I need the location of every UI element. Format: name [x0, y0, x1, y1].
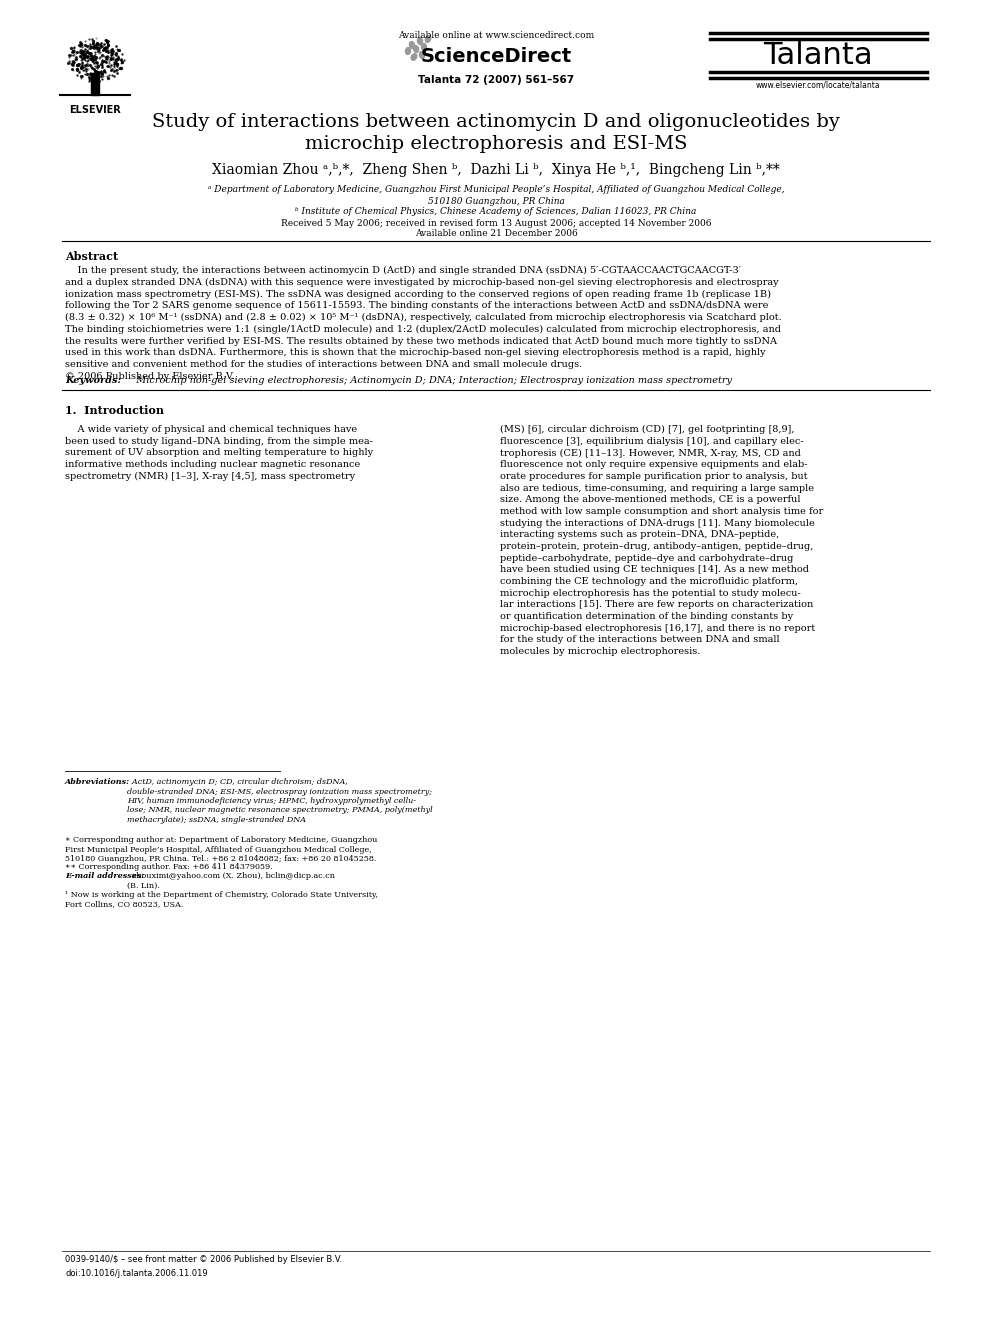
Text: Available online at www.sciencedirect.com: Available online at www.sciencedirect.co… [398, 30, 594, 40]
Ellipse shape [412, 54, 417, 61]
Text: Abbreviations:: Abbreviations: [65, 778, 130, 786]
Text: doi:10.1016/j.talanta.2006.11.019: doi:10.1016/j.talanta.2006.11.019 [65, 1269, 207, 1278]
Text: ¹ Now is working at the Department of Chemistry, Colorado State University,
Fort: ¹ Now is working at the Department of Ch… [65, 890, 378, 909]
Text: www.elsevier.com/locate/talanta: www.elsevier.com/locate/talanta [756, 79, 880, 89]
Text: ELSEVIER: ELSEVIER [69, 105, 121, 115]
Text: A wide variety of physical and chemical techniques have
been used to study ligan: A wide variety of physical and chemical … [65, 425, 373, 480]
Text: Xiaomian Zhou ᵃ,ᵇ,*,  Zheng Shen ᵇ,  Dazhi Li ᵇ,  Xinya He ᵇ,¹,  Bingcheng Lin ᵇ: Xiaomian Zhou ᵃ,ᵇ,*, Zheng Shen ᵇ, Dazhi… [212, 163, 780, 177]
Text: 0039-9140/$ – see front matter © 2006 Published by Elsevier B.V.: 0039-9140/$ – see front matter © 2006 Pu… [65, 1256, 342, 1263]
Text: E-mail addresses:: E-mail addresses: [65, 872, 145, 880]
Text: Study of interactions between actinomycin D and oligonucleotides by: Study of interactions between actinomyci… [152, 112, 840, 131]
Bar [91, 73, 99, 95]
Ellipse shape [414, 45, 419, 53]
Ellipse shape [422, 44, 427, 50]
Text: (MS) [6], circular dichroism (CD) [7], gel footprinting [8,9],
fluorescence [3],: (MS) [6], circular dichroism (CD) [7], g… [500, 425, 823, 656]
Text: Talanta: Talanta [763, 41, 873, 70]
Text: ᵇ Institute of Chemical Physics, Chinese Academy of Sciences, Dalian 116023, PR : ᵇ Institute of Chemical Physics, Chinese… [296, 206, 696, 216]
Text: Talanta 72 (2007) 561–567: Talanta 72 (2007) 561–567 [418, 75, 574, 85]
Text: ActD, actinomycin D; CD, circular dichroism; dsDNA,
double-stranded DNA; ESI-MS,: ActD, actinomycin D; CD, circular dichro… [127, 778, 433, 824]
Text: Available online 21 December 2006: Available online 21 December 2006 [415, 229, 577, 238]
Text: zhouximi@yahoo.com (X. Zhou), bclin@dicp.ac.cn
(B. Lin).: zhouximi@yahoo.com (X. Zhou), bclin@dicp… [127, 872, 335, 889]
Text: Abstract: Abstract [65, 251, 118, 262]
Text: In the present study, the interactions between actinomycin D (ActD) and single s: In the present study, the interactions b… [65, 266, 782, 381]
Text: Microchip non-gel sieving electrophoresis; Actinomycin D; DNA; Interaction; Elec: Microchip non-gel sieving electrophoresi… [130, 376, 732, 385]
Ellipse shape [418, 37, 423, 45]
Text: microchip electrophoresis and ESI-MS: microchip electrophoresis and ESI-MS [305, 135, 687, 153]
Text: Keywords:: Keywords: [65, 376, 121, 385]
Ellipse shape [410, 41, 415, 49]
Ellipse shape [406, 48, 411, 54]
Ellipse shape [426, 36, 431, 42]
Ellipse shape [420, 52, 425, 58]
Text: ᵃ Department of Laboratory Medicine, Guangzhou First Municipal People’s Hospital: ᵃ Department of Laboratory Medicine, Gua… [207, 185, 785, 194]
Text: 510180 Guangzhou, PR China: 510180 Guangzhou, PR China [428, 197, 564, 206]
Text: ∗ Corresponding author at: Department of Laboratory Medicine, Guangzhou
First Mu: ∗ Corresponding author at: Department of… [65, 836, 377, 863]
Text: ∗∗ Corresponding author. Fax: +86 411 84379059.: ∗∗ Corresponding author. Fax: +86 411 84… [65, 863, 273, 871]
Text: 1.  Introduction: 1. Introduction [65, 405, 164, 415]
Text: Received 5 May 2006; received in revised form 13 August 2006; accepted 14 Novemb: Received 5 May 2006; received in revised… [281, 220, 711, 228]
Text: ScienceDirect: ScienceDirect [421, 48, 571, 66]
